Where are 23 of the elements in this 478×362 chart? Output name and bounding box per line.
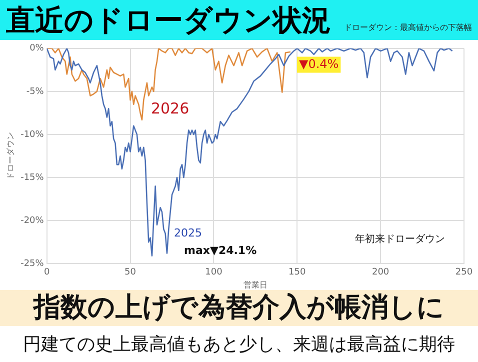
- series-label: 2026: [150, 100, 190, 118]
- y-tick-label: 0%: [30, 44, 44, 54]
- y-tick-label: -10%: [20, 130, 44, 140]
- y-tick-label: -20%: [20, 216, 44, 226]
- annotation: ▼0.4%: [298, 56, 339, 71]
- x-axis-title: 営業日: [243, 280, 268, 290]
- annotation: max▼24.1%: [184, 244, 257, 257]
- chart-title: 直近のドローダウン状況: [6, 2, 331, 39]
- y-tick-label: -5%: [26, 86, 44, 97]
- y-tick-label: -15%: [20, 172, 44, 183]
- x-tick-label: 0: [44, 267, 50, 278]
- x-tick-label: 250: [455, 267, 473, 278]
- series-label: 2025: [174, 226, 202, 240]
- y-axis-title: ドローダウン: [6, 132, 15, 180]
- annotation: 年初来ドローダウン: [355, 233, 445, 246]
- x-tick-label: 100: [205, 267, 223, 278]
- x-tick-label: 150: [288, 267, 306, 278]
- chart-subtitle: ドローダウン：最高値からの下落幅: [344, 22, 472, 33]
- x-tick-label: 50: [124, 267, 136, 278]
- y-tick-label: -25%: [20, 258, 44, 269]
- text: 指数の上げで為替介入が帳消しに: [0, 290, 478, 326]
- x-tick-label: 200: [372, 267, 390, 278]
- text: 円建ての史上最高値もあと少し、来週は最高益に期待: [22, 333, 456, 357]
